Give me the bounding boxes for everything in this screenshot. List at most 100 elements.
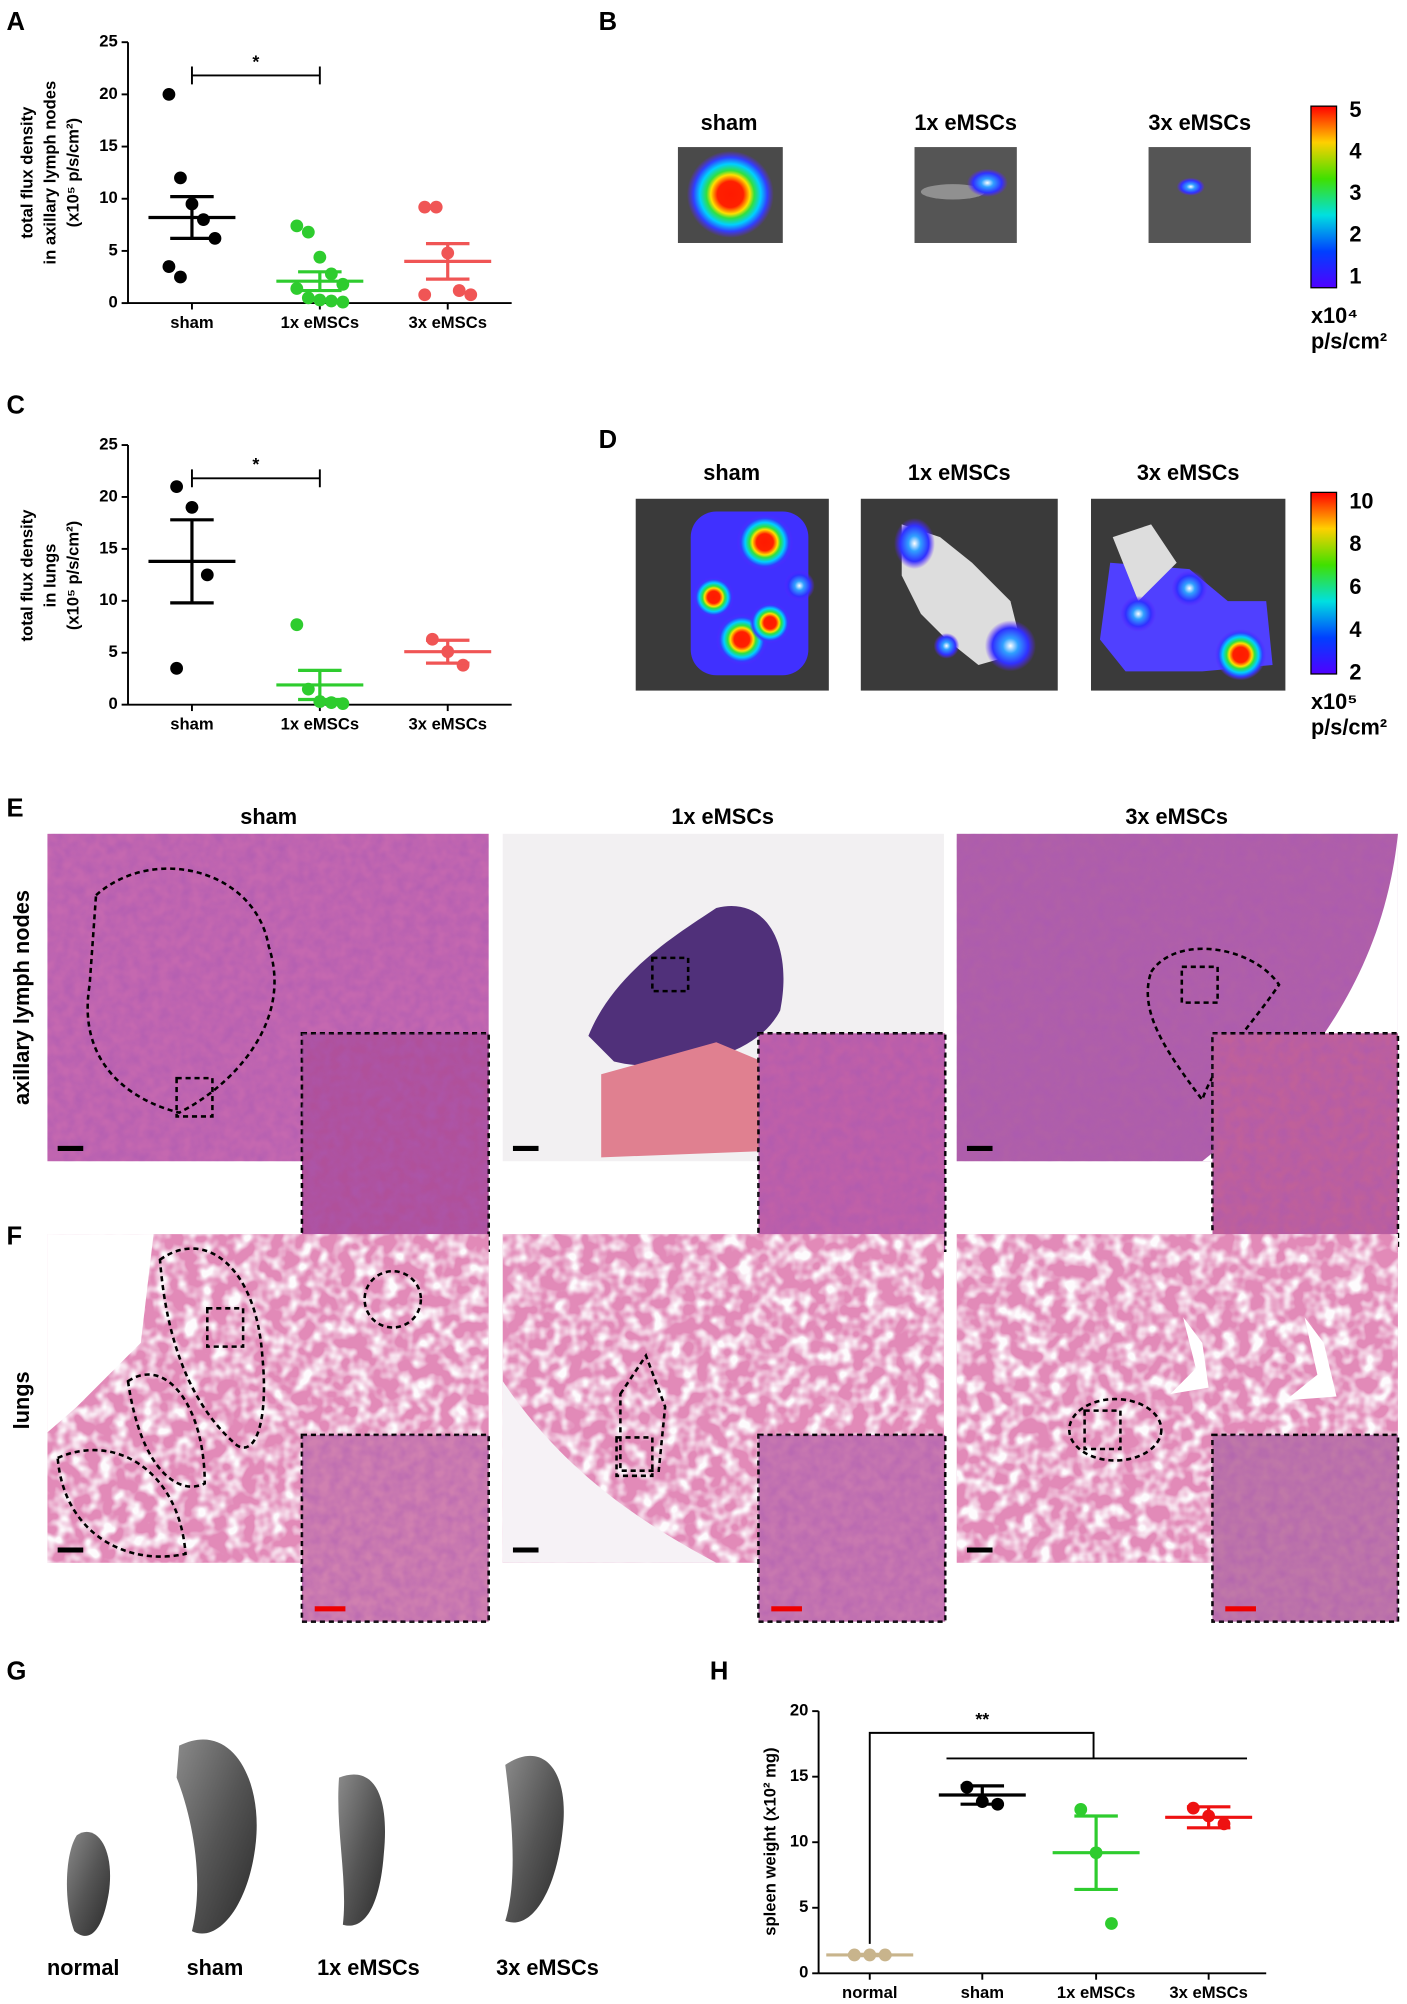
panel-g-images [66, 1739, 564, 1936]
x-tick-label: 1x eMSCs [281, 715, 359, 734]
colorbar-tick-label: 4 [1349, 139, 1361, 164]
error-bar [1186, 1805, 1231, 1830]
data-point [456, 658, 470, 672]
panel-letter: D [599, 426, 617, 454]
data-point [429, 200, 443, 214]
data-point [208, 231, 222, 245]
column-header: 1x eMSCs [671, 804, 774, 829]
data-point [170, 480, 183, 493]
error-bar [170, 518, 214, 605]
data-point [313, 250, 327, 264]
x-tick-label: normal [842, 1983, 897, 2002]
x-tick-label: 3x eMSCs [1169, 1983, 1247, 2002]
x-tick-label: sham [961, 1983, 1004, 2002]
colorbar-tick-label: 5 [1349, 97, 1361, 122]
y-tick-label: 5 [109, 240, 118, 259]
data-point [170, 661, 183, 675]
image-label: 1x eMSCs [908, 460, 1011, 485]
data-point [162, 87, 176, 101]
colorbar-tick-label: 2 [1349, 222, 1361, 247]
y-tick-label: 5 [109, 642, 118, 661]
y-axis-label: total flux density [18, 509, 37, 642]
y-tick-label: 0 [799, 1963, 808, 1982]
panel-d-images [635, 491, 1338, 691]
y-tick-label: 25 [99, 32, 117, 51]
y-axis-label: (x10⁵ p/s/cm²) [64, 521, 83, 630]
colorbar-tick-label: 8 [1349, 531, 1361, 556]
panel-letter: E [7, 794, 24, 822]
y-tick-label: 0 [109, 694, 118, 713]
data-point [1074, 1803, 1088, 1816]
y-axis-label: spleen weight (x10² mg) [761, 1747, 780, 1935]
data-point [290, 282, 304, 295]
y-tick-label: 0 [109, 292, 118, 311]
image-label: 1x eMSCs [317, 1955, 420, 1980]
image-label: sham [703, 460, 760, 485]
colorbar-tick-label: 10 [1349, 488, 1373, 513]
y-axis-label: (x10⁵ p/s/cm²) [64, 118, 83, 227]
column-header: 3x eMSCs [1125, 804, 1228, 829]
data-point [1105, 1917, 1118, 1930]
y-tick-label: 20 [99, 84, 117, 103]
y-tick-label: 20 [99, 486, 117, 505]
image-label: 1x eMSCs [914, 110, 1017, 135]
data-point [418, 200, 432, 214]
y-tick-label: 15 [99, 538, 117, 557]
significance-bracket [190, 469, 321, 488]
data-point [301, 291, 315, 305]
x-tick-label: 3x eMSCs [408, 313, 486, 332]
panel-letter: B [599, 8, 617, 36]
x-tick-label: sham [170, 715, 213, 734]
data-point [162, 260, 176, 273]
colorbar-tick-label: 6 [1349, 574, 1361, 599]
data-point [324, 267, 338, 281]
x-tick-label: sham [170, 313, 213, 332]
error-bar [298, 668, 342, 702]
image-label: sham [701, 110, 758, 135]
colorbar-tick-label: 3 [1349, 180, 1361, 205]
panel-letter: F [7, 1223, 23, 1251]
colorbar-unit: x10⁴ [1311, 303, 1358, 328]
significance-bracket [190, 66, 321, 85]
error-bar [960, 1784, 1005, 1806]
data-point [452, 284, 466, 297]
data-point [290, 618, 304, 632]
y-tick-label: 10 [99, 188, 117, 207]
x-tick-label: 3x eMSCs [408, 715, 486, 734]
y-axis-label: in lungs [41, 544, 60, 608]
panel-e-images [47, 833, 1400, 1253]
data-point [336, 295, 350, 309]
data-point [185, 500, 199, 514]
y-tick-label: 15 [99, 136, 117, 155]
image-label: 3x eMSCs [496, 1955, 599, 1980]
data-point [313, 293, 327, 307]
data-point [174, 270, 187, 284]
colorbar-tick-label: 4 [1349, 617, 1361, 642]
row-label: lungs [9, 1371, 34, 1429]
panel-b-images [677, 105, 1338, 289]
data-point [324, 294, 338, 308]
panel-letter: H [710, 1658, 728, 1686]
colorbar-tick-label: 2 [1349, 660, 1361, 685]
error-bar [848, 1952, 892, 1958]
image-label: 3x eMSCs [1137, 460, 1240, 485]
error-bar [298, 270, 342, 293]
panel-letter: C [7, 391, 25, 419]
y-tick-label: 25 [99, 434, 117, 453]
y-tick-label: 5 [799, 1897, 808, 1916]
x-tick-label: 1x eMSCs [281, 313, 359, 332]
error-bar [425, 242, 470, 281]
error-bar [1074, 1814, 1118, 1892]
panel-letter: A [7, 8, 25, 36]
y-tick-label: 15 [790, 1766, 808, 1785]
colorbar-unit: x10⁵ [1311, 689, 1357, 714]
data-point [290, 219, 304, 233]
row-label: axillary lymph nodes [9, 890, 34, 1105]
data-point [418, 288, 432, 302]
image-label: normal [47, 1955, 119, 1980]
colorbar-unit: p/s/cm² [1311, 715, 1387, 740]
image-label: 3x eMSCs [1148, 110, 1251, 135]
data-point [174, 171, 187, 185]
significance-bracket [868, 1731, 1248, 1944]
